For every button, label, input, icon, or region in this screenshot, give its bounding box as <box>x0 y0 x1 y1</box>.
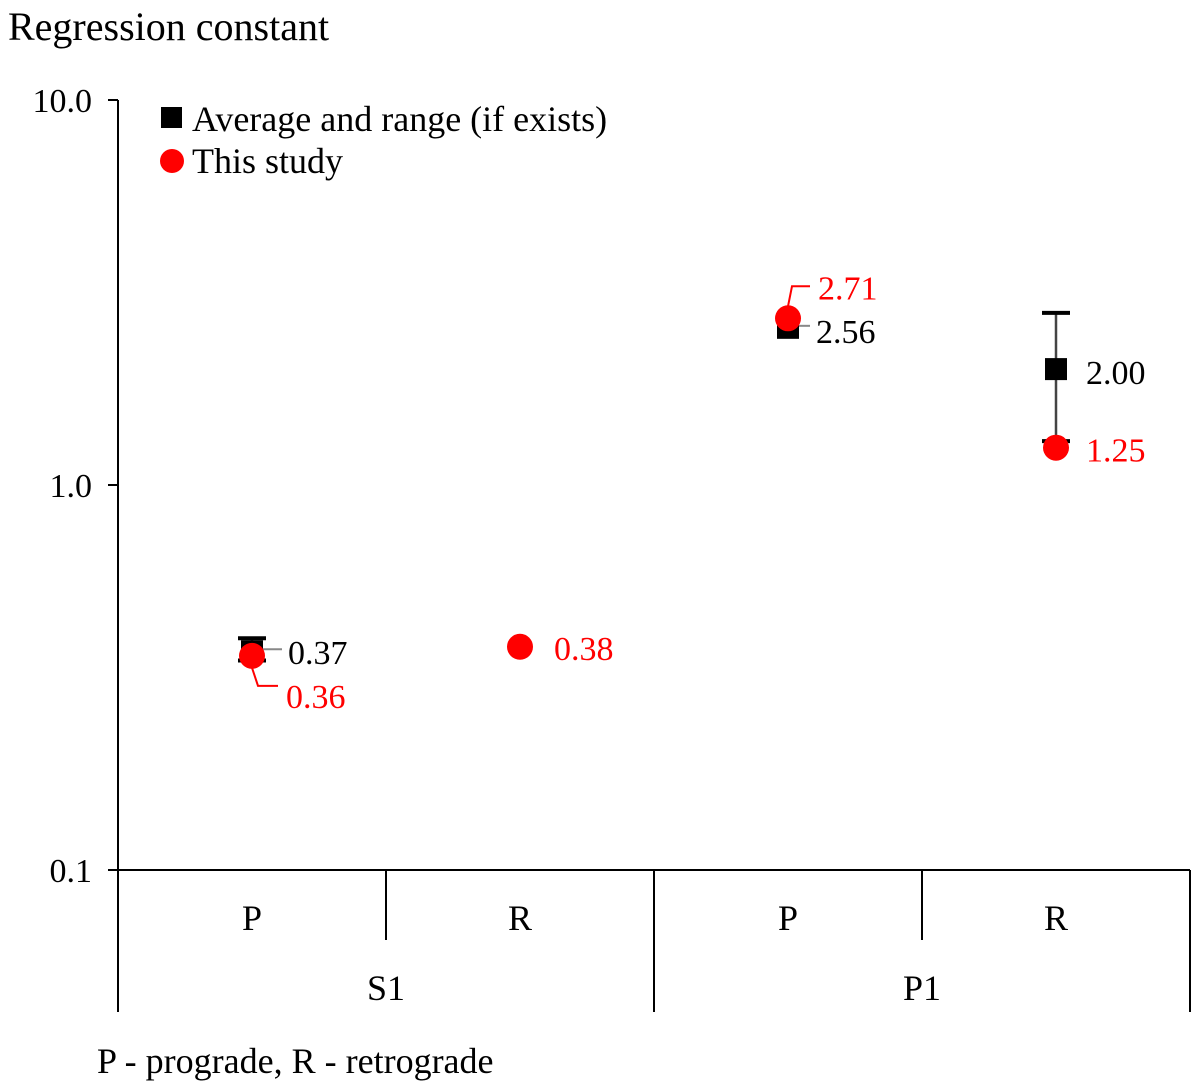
study-data-label: 1.25 <box>1086 433 1146 470</box>
category-label: P <box>242 898 262 938</box>
data-labels: 0.37 2.56 2.00 0.36 0.38 2.71 1.25 <box>286 270 1146 716</box>
legend-label-study: This study <box>192 141 343 181</box>
y-tick-label: 1.0 <box>50 468 93 505</box>
study-circle <box>775 305 801 332</box>
average-markers <box>241 316 1067 663</box>
group-label: S1 <box>367 968 405 1008</box>
legend-square-marker <box>161 107 182 128</box>
legend-circle-marker <box>160 149 184 173</box>
category-label: P <box>778 898 798 938</box>
y-axis-title: Regression constant <box>8 4 329 49</box>
category-label: R <box>508 898 532 938</box>
leader-lines <box>251 285 810 687</box>
study-data-label: 0.38 <box>554 631 614 668</box>
average-data-label: 2.00 <box>1086 355 1146 392</box>
study-leader-line <box>251 667 278 687</box>
study-circle <box>507 633 533 660</box>
y-ticks: 10.0 1.0 0.1 <box>33 83 118 890</box>
axes <box>117 100 1191 1012</box>
study-leader-line <box>787 285 810 307</box>
average-square <box>1045 358 1067 381</box>
category-label: R <box>1044 898 1068 938</box>
study-markers <box>239 305 1069 669</box>
study-data-label: 0.36 <box>286 679 346 716</box>
average-data-label: 0.37 <box>288 635 348 672</box>
group-label: P1 <box>903 968 941 1008</box>
study-data-label: 2.71 <box>818 270 878 307</box>
error-bars <box>238 310 1070 663</box>
y-tick-label: 10.0 <box>33 83 93 120</box>
x-categories: P R P R S1 P1 <box>242 898 1068 1008</box>
legend: Average and range (if exists) This study <box>160 99 607 181</box>
legend-label-average: Average and range (if exists) <box>192 99 607 139</box>
average-data-label: 2.56 <box>816 314 876 351</box>
study-circle <box>239 642 265 669</box>
y-tick-label: 0.1 <box>50 853 93 890</box>
study-circle <box>1043 434 1069 461</box>
footnote: P - prograde, R - retrograde <box>97 1041 494 1081</box>
